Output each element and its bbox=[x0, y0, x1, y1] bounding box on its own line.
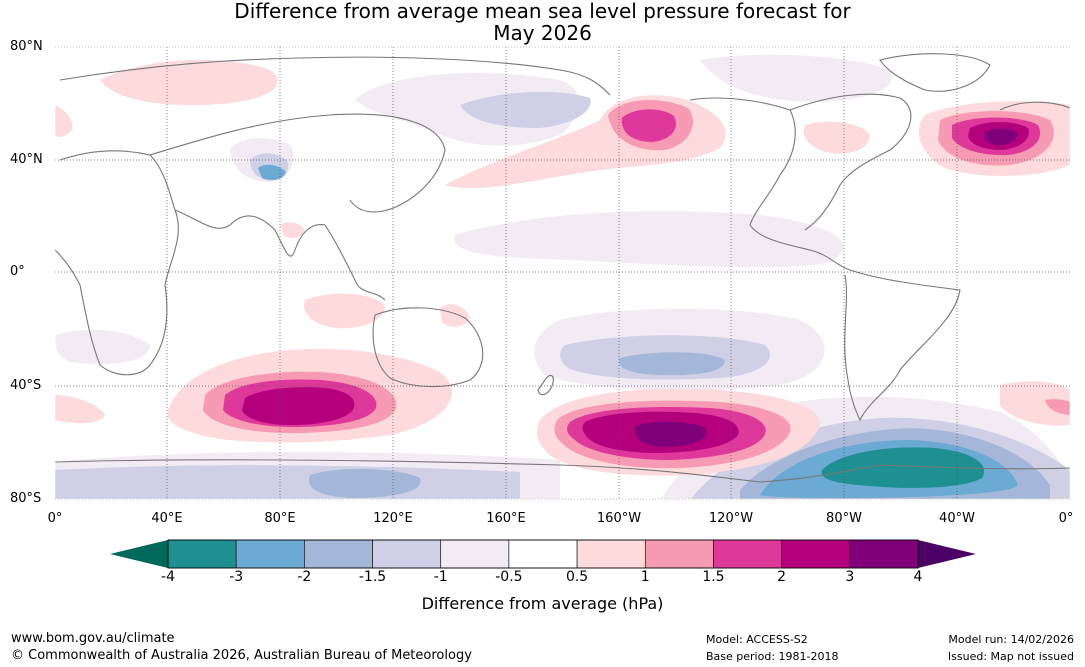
lon-label-40w: 40°W bbox=[939, 511, 975, 526]
colorbar-tick-label: 3 bbox=[845, 569, 855, 585]
colorbar-tick-label: -0.5 bbox=[495, 569, 523, 585]
lon-label-80w: 80°W bbox=[826, 511, 862, 526]
colorbar-tick-label: 0.5 bbox=[565, 569, 589, 585]
footer-base-period: Base period: 1981-2018 bbox=[706, 650, 839, 663]
footer-model: Model: ACCESS-S2 bbox=[706, 633, 808, 646]
europe-coast bbox=[999, 101, 1070, 111]
colorbar-tick-label: -1.5 bbox=[358, 569, 387, 585]
colorbar-outline bbox=[167, 539, 919, 569]
north-america-east-coast bbox=[789, 93, 912, 231]
colorbar-tick-label: -1 bbox=[433, 569, 448, 585]
colorbar-segment bbox=[644, 539, 714, 569]
colorbar-segment bbox=[440, 539, 510, 569]
colorbar-segment bbox=[167, 539, 237, 569]
colorbar-segment bbox=[781, 539, 851, 569]
colorbar-tick-label: 1.5 bbox=[702, 569, 725, 585]
south-asia-coast bbox=[174, 209, 386, 301]
footer-model-run: Model run: 14/02/2026 bbox=[948, 633, 1074, 646]
lat-label-80s: 80°S bbox=[10, 491, 42, 506]
lat-label-40n: 40°N bbox=[10, 152, 43, 167]
lon-label-0-west: 0° bbox=[47, 511, 63, 526]
lon-label-0-east: 0° bbox=[1058, 511, 1074, 526]
anomaly-fields bbox=[55, 54, 1070, 499]
colorbar-tick-label: -2 bbox=[297, 569, 312, 585]
footer-issued: Issued: Map not issued bbox=[947, 650, 1074, 663]
colorbar bbox=[110, 539, 976, 569]
coastlines bbox=[55, 53, 1070, 483]
americas-coast bbox=[689, 97, 961, 422]
title-line-1: Difference from average mean sea level p… bbox=[234, 0, 851, 23]
arctic-coast-asia bbox=[59, 56, 611, 96]
map-frame bbox=[54, 46, 1071, 500]
colorbar-segment bbox=[576, 539, 646, 569]
colorbar-tick-label: -4 bbox=[161, 569, 175, 585]
lon-label-40e: 40°E bbox=[151, 511, 183, 526]
colorbar-segment bbox=[372, 539, 442, 569]
colorbar-extend-right bbox=[918, 540, 976, 568]
colorbar-segments bbox=[167, 539, 919, 569]
positive-anomaly-3 bbox=[634, 128, 1018, 447]
colorbar-segment bbox=[508, 539, 578, 569]
colorbar-segment bbox=[849, 539, 919, 569]
australia-coast bbox=[372, 307, 484, 388]
colorbar-segment bbox=[235, 539, 305, 569]
antarctica-coast bbox=[55, 459, 1070, 483]
colorbar-segment bbox=[713, 539, 782, 569]
colorbar-segment bbox=[304, 539, 373, 569]
colorbar-tick-label: 2 bbox=[777, 569, 787, 585]
lon-label-160w: 160°W bbox=[596, 511, 642, 526]
lat-label-40s: 40°S bbox=[10, 378, 42, 393]
lon-label-160e: 160°E bbox=[486, 511, 526, 526]
footer-copyright: © Commonwealth of Australia 2026, Austra… bbox=[11, 648, 472, 663]
colorbar-tick-label: 4 bbox=[913, 569, 923, 585]
title-line-2: May 2026 bbox=[493, 21, 592, 45]
lat-label-0: 0° bbox=[10, 264, 25, 279]
eurasia-coast bbox=[149, 113, 446, 213]
colorbar-label: Difference from average (hPa) bbox=[421, 594, 664, 613]
lon-label-80e: 80°E bbox=[264, 511, 296, 526]
negative-anomaly-3 bbox=[821, 447, 985, 488]
colorbar-tick-label: -3 bbox=[229, 569, 244, 585]
lon-label-120e: 120°E bbox=[373, 511, 413, 526]
lat-label-80n: 80°N bbox=[10, 39, 43, 54]
colorbar-tick-label: 1 bbox=[640, 569, 650, 585]
greenland-coast bbox=[879, 53, 991, 92]
colorbar-extend-left bbox=[110, 540, 168, 568]
footer-website: www.bom.gov.au/climate bbox=[11, 631, 175, 646]
lon-label-120w: 120°W bbox=[708, 511, 754, 526]
new-zealand-coast bbox=[537, 374, 554, 396]
